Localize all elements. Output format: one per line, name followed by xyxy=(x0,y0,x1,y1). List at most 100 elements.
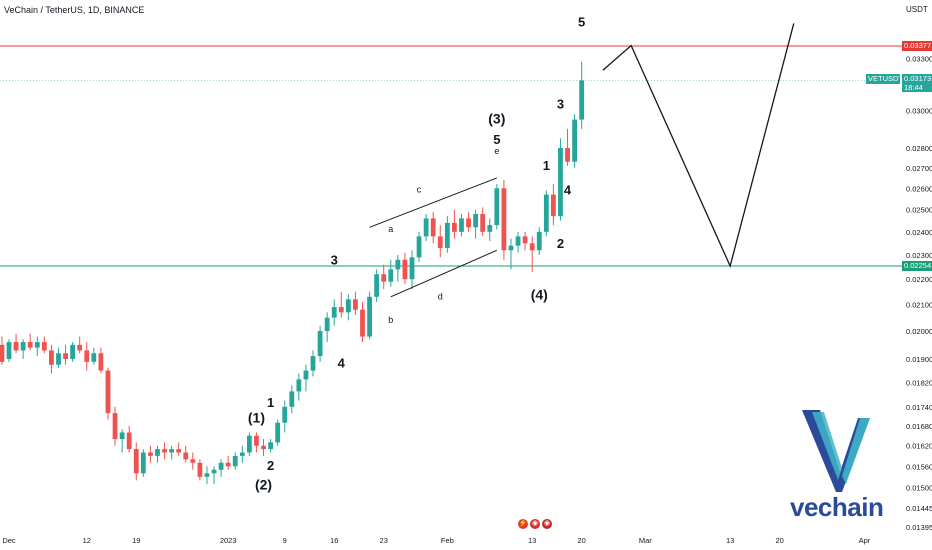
wave-label: 2 xyxy=(267,458,274,473)
currency-label: USDT xyxy=(906,5,928,14)
candle-body xyxy=(268,442,273,450)
y-tick-label: 0.01740 xyxy=(906,403,932,412)
candle xyxy=(473,209,479,239)
triangle-trendline xyxy=(369,177,498,228)
y-tick-label: 0.02800 xyxy=(906,144,932,153)
candle-body xyxy=(91,353,97,362)
candle xyxy=(126,425,132,453)
candle xyxy=(155,445,160,463)
candle xyxy=(112,406,118,446)
candle-body xyxy=(119,432,125,440)
candle-body xyxy=(331,307,337,318)
candle-body xyxy=(310,356,316,371)
candle xyxy=(183,445,189,463)
candle xyxy=(459,214,464,237)
price-axis[interactable]: 0.03300 0.03000 0.02800 0.02700 0.02600 0.025… xyxy=(906,55,932,533)
candle-body xyxy=(388,269,394,282)
event-us-flag-icon[interactable]: ◉ xyxy=(530,519,540,529)
x-tick-label: 23 xyxy=(380,536,388,545)
event-flash-icon[interactable]: ⚡ xyxy=(518,519,528,529)
event-us-flag-icon[interactable]: ◉ xyxy=(542,519,552,529)
candle xyxy=(275,419,281,446)
candle-body xyxy=(480,214,486,232)
y-tick-label: 0.01445 xyxy=(906,504,932,513)
y-tick-label: 0.02500 xyxy=(906,206,932,215)
y-tick-label: 0.02400 xyxy=(906,228,932,237)
candle-body xyxy=(409,257,415,280)
candle xyxy=(508,238,514,270)
candle-body xyxy=(27,342,33,348)
wave-label: 5 xyxy=(493,132,500,147)
candle-body xyxy=(63,353,68,359)
candle xyxy=(218,459,224,477)
candle xyxy=(487,218,493,241)
x-tick-label: 16 xyxy=(330,536,338,545)
y-tick-label: 0.02300 xyxy=(906,251,932,260)
wave-label: 5 xyxy=(578,15,585,30)
candle xyxy=(331,299,337,326)
candle xyxy=(70,342,76,362)
candle-body xyxy=(466,218,471,228)
y-tick-label: 0.02100 xyxy=(906,301,932,310)
candle xyxy=(197,459,203,481)
candle xyxy=(105,367,111,420)
candle xyxy=(572,114,577,168)
candle xyxy=(268,439,273,453)
candle-body xyxy=(437,236,443,248)
candle-body xyxy=(317,331,323,357)
chart-title: VeChain / TetherUS, 1D, BINANCE xyxy=(4,5,145,15)
candle xyxy=(402,252,408,285)
candle-body xyxy=(183,452,189,460)
candle-body xyxy=(162,449,167,453)
candle xyxy=(204,466,210,484)
candle xyxy=(0,336,5,365)
wave-label: d xyxy=(438,291,443,301)
wave-label: (2) xyxy=(255,476,272,492)
y-tick-label: 0.02700 xyxy=(906,164,932,173)
candle xyxy=(169,445,175,460)
symbol-tag: VETUSDT xyxy=(866,74,904,84)
candle xyxy=(579,61,585,129)
x-tick-label: 12 xyxy=(83,536,91,545)
candle-body xyxy=(572,119,577,162)
candle-body xyxy=(225,462,231,467)
candle xyxy=(452,209,457,239)
candle-body xyxy=(494,188,500,226)
candle xyxy=(529,236,535,272)
candle-body xyxy=(452,222,457,232)
candle-body xyxy=(430,218,436,237)
candle xyxy=(409,250,415,290)
wave-label: (3) xyxy=(488,110,505,126)
candle-body xyxy=(70,344,76,359)
x-tick-label: 19 xyxy=(132,536,140,545)
candle xyxy=(27,333,33,351)
x-tick-label: Feb xyxy=(441,536,454,545)
candle xyxy=(296,373,302,401)
candle xyxy=(345,294,351,321)
time-axis[interactable]: Dec 12 19 2023 9 16 23 Feb 13 20 Mar 13 20 Apr xyxy=(2,536,870,545)
y-tick-label: 0.01820 xyxy=(906,378,932,387)
candle-body xyxy=(176,449,182,453)
candle-body xyxy=(254,435,259,446)
candle-body xyxy=(353,299,358,310)
candle xyxy=(310,350,316,377)
candle xyxy=(501,179,507,260)
candle-body xyxy=(77,344,83,351)
candle-body xyxy=(402,259,408,280)
candle-body xyxy=(140,452,146,474)
candle-body xyxy=(133,449,139,474)
candle xyxy=(119,429,125,453)
wave-label: 1 xyxy=(267,395,274,410)
support-price-tag: 0.02254 xyxy=(902,261,932,271)
wave-label: 3 xyxy=(331,253,338,268)
candle-body xyxy=(367,296,372,337)
y-tick-label: 0.01680 xyxy=(906,422,932,431)
candle xyxy=(190,452,196,470)
candle xyxy=(444,216,450,253)
candle-body xyxy=(239,452,245,456)
candle xyxy=(550,184,556,226)
candle-body xyxy=(6,342,12,359)
last-price-value: 0.03173 xyxy=(904,74,932,83)
